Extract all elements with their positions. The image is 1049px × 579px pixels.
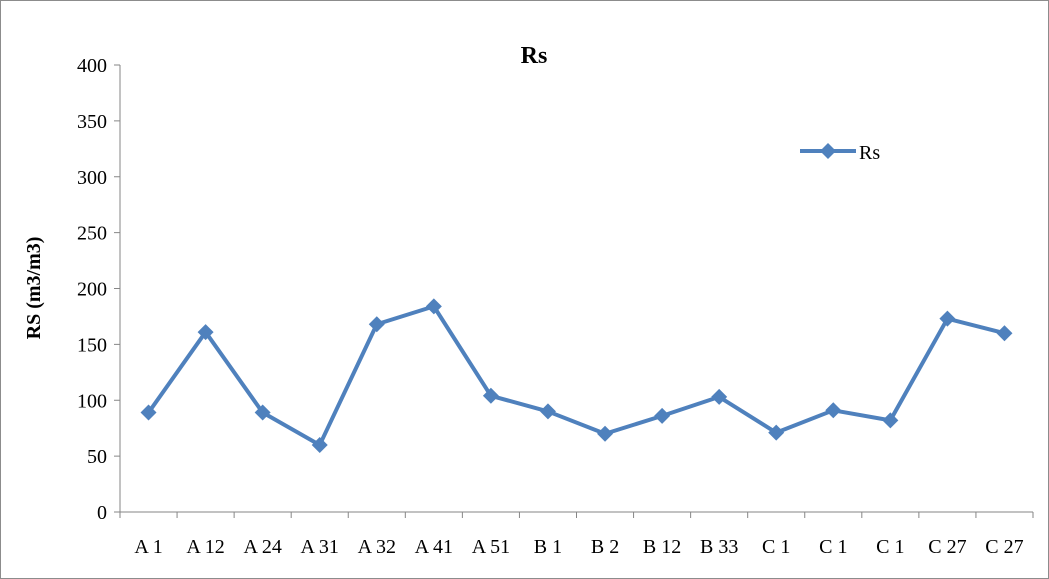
y-tick-label: 0 (97, 502, 107, 524)
x-tick-label: A 51 (472, 536, 510, 558)
series-rs (140, 298, 1013, 453)
y-axis: 0 50 100 150 200 250 300 350 400 (77, 55, 121, 524)
x-tick-label: B 33 (700, 536, 738, 558)
x-tick-label: A 31 (301, 536, 339, 558)
x-tick-label: C 27 (985, 536, 1023, 558)
x-tick-label: A 41 (415, 536, 453, 558)
data-point-marker (197, 324, 214, 341)
x-tick-label: C 1 (762, 536, 790, 558)
data-point-marker (711, 388, 728, 405)
data-point-marker (882, 412, 899, 429)
y-tick-label: 400 (77, 55, 107, 77)
x-tick-label: C 1 (876, 536, 904, 558)
data-point-marker (996, 325, 1013, 342)
data-point-marker (939, 310, 956, 327)
x-tick-label: C 27 (928, 536, 966, 558)
data-point-marker (140, 404, 157, 421)
x-tick-label: B 2 (591, 536, 619, 558)
data-point-marker (597, 425, 614, 442)
data-point-marker (425, 298, 442, 315)
y-axis-title: RS (m3/m3) (23, 237, 45, 340)
x-tick-label: A 32 (358, 536, 396, 558)
y-tick-label: 300 (77, 167, 107, 189)
series-line (146, 304, 1005, 447)
data-point-marker (539, 403, 556, 420)
legend-label: Rs (859, 142, 880, 164)
data-point-marker (768, 424, 785, 441)
y-tick-label: 250 (77, 223, 107, 245)
data-point-marker (368, 316, 385, 333)
data-point-marker (311, 436, 328, 453)
y-tick-label: 350 (77, 111, 107, 133)
data-point-marker (254, 404, 271, 421)
chart-title: Rs (521, 43, 548, 69)
data-point-marker (482, 387, 499, 404)
x-tick-label: C 1 (819, 536, 847, 558)
y-tick-label: 50 (87, 446, 107, 468)
data-point-marker (654, 407, 671, 424)
legend-marker (820, 143, 836, 159)
x-tick-label: A 1 (134, 536, 162, 558)
x-tick-label: A 24 (243, 536, 281, 558)
y-tick-label: 100 (77, 390, 107, 412)
data-point-marker (825, 402, 842, 419)
y-tick-label: 150 (77, 334, 107, 356)
x-tick-label: B 1 (534, 536, 562, 558)
x-tick-label: B 12 (643, 536, 681, 558)
y-tick-label: 200 (77, 279, 107, 301)
x-tick-label: A 12 (186, 536, 224, 558)
legend: Rs (800, 142, 880, 164)
x-axis: A 1 A 12 A 24 A 31 A 32 A 41 A 51 B 1 B 2 B 12 B 3… (119, 511, 1034, 558)
